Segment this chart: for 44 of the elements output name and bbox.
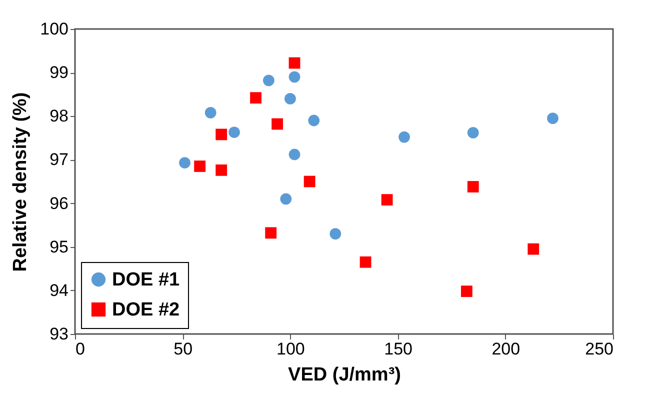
point: [288, 71, 300, 83]
point: [288, 148, 300, 160]
point: [304, 176, 316, 188]
point: [288, 57, 300, 69]
x-tick-label: 0: [76, 340, 85, 358]
y-tick-label: 100: [40, 20, 68, 38]
point: [262, 74, 274, 86]
point: [280, 193, 292, 205]
y-tick-label: 99: [50, 63, 68, 82]
point: [308, 114, 320, 126]
point: [179, 157, 190, 168]
point: [467, 127, 479, 138]
y-axis-title: Relative density (%): [10, 92, 32, 272]
point: [204, 106, 216, 118]
y-tick-label: 98: [50, 106, 68, 126]
y-tick-label: 96: [50, 194, 68, 213]
x-tick-label: 200: [492, 340, 520, 358]
y-tick-label: 95: [50, 237, 68, 256]
legend-label: DOE #1: [112, 270, 180, 290]
x-tick-label: 250: [585, 340, 614, 358]
point: [228, 126, 240, 138]
point: [216, 128, 228, 140]
point: [250, 92, 262, 104]
point: [460, 286, 472, 297]
point: [398, 131, 410, 143]
point: [467, 181, 479, 192]
point: [330, 228, 342, 240]
point: [265, 227, 277, 239]
x-tick-label: 150: [384, 340, 412, 358]
point: [547, 112, 558, 124]
x-axis-title: VED (J/mm³): [288, 364, 401, 386]
y-tick-label: 94: [50, 280, 68, 300]
x-tick-label: 100: [276, 340, 305, 358]
point: [528, 243, 540, 255]
point: [284, 93, 296, 104]
legend-label: DOE #2: [112, 300, 180, 320]
y-tick-label: 93: [50, 324, 68, 344]
point: [381, 194, 393, 206]
point: [272, 118, 283, 130]
x-tick-label: 50: [174, 340, 193, 358]
y-tick-label: 97: [50, 150, 68, 170]
point: [194, 160, 206, 172]
point: [216, 164, 228, 176]
point: [360, 256, 372, 268]
